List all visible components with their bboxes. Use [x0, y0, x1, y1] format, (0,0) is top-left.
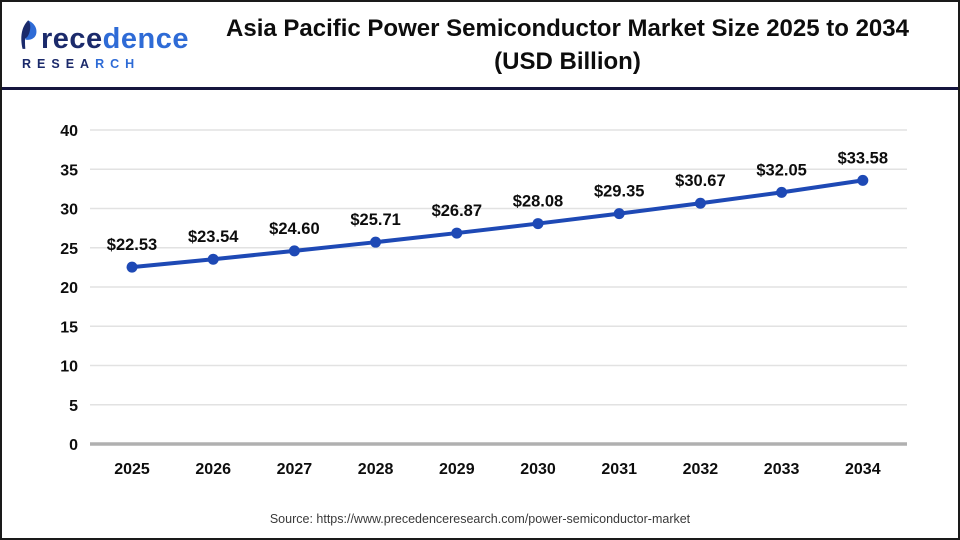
data-point: [776, 186, 788, 198]
x-tick-label: 2033: [764, 461, 800, 478]
data-point: [532, 218, 544, 230]
y-tick-label: 20: [60, 280, 78, 297]
data-point: [288, 245, 300, 257]
data-label: $32.05: [756, 161, 806, 179]
y-tick-label: 35: [60, 162, 78, 179]
data-point: [370, 236, 382, 248]
data-label: $22.53: [107, 236, 157, 254]
x-tick-label: 2025: [114, 461, 150, 478]
y-tick-label: 5: [69, 398, 78, 415]
data-point: [451, 227, 463, 239]
data-point: [694, 197, 706, 209]
data-point: [613, 208, 625, 220]
x-tick-label: 2030: [520, 461, 556, 478]
chart-title-line1: Asia Pacific Power Semiconductor Market …: [226, 14, 909, 42]
data-label: $30.67: [675, 172, 725, 190]
x-tick-label: 2026: [195, 461, 231, 478]
x-tick-label: 2028: [358, 461, 394, 478]
logo-subtitle: RESEARCH: [22, 57, 141, 71]
header-divider: [2, 87, 958, 90]
data-point: [857, 174, 869, 186]
header: recedence RESEARCH Asia Pacific Power Se…: [2, 2, 958, 87]
y-tick-label: 15: [60, 319, 78, 336]
x-tick-label: 2034: [845, 461, 881, 478]
logo-wordmark: recedence: [41, 23, 189, 55]
y-tick-label: 25: [60, 241, 78, 258]
data-label: $33.58: [838, 149, 888, 167]
data-point: [126, 261, 138, 273]
series-line: [130, 178, 865, 270]
data-label: $23.54: [188, 228, 239, 246]
y-tick-label: 30: [60, 202, 78, 219]
data-label: $25.71: [350, 211, 400, 229]
data-label: $24.60: [269, 220, 319, 238]
data-point: [207, 253, 219, 265]
y-tick-label: 0: [69, 437, 78, 454]
x-tick-label: 2029: [439, 461, 475, 478]
y-tick-label: 10: [60, 359, 78, 376]
source-note: Source: https://www.precedenceresearch.c…: [269, 512, 691, 526]
chart-area: 0 5 10 15 20 25 30 35 40 2025 2026 2027 2028 2029 2030…: [2, 90, 958, 490]
x-tick-label: 2027: [277, 461, 313, 478]
chart-title: Asia Pacific Power Semiconductor Market …: [197, 12, 958, 78]
data-label: $29.35: [594, 183, 644, 201]
y-tick-label: 40: [60, 123, 78, 140]
x-tick-label: 2032: [683, 461, 719, 478]
data-label: $28.08: [513, 193, 563, 211]
x-tick-label: 2031: [601, 461, 637, 478]
precedence-research-logo: recedence RESEARCH: [2, 18, 197, 71]
chart-title-line2: (USD Billion): [494, 47, 641, 75]
leaf-icon: [21, 20, 37, 49]
data-label: $26.87: [432, 202, 482, 220]
